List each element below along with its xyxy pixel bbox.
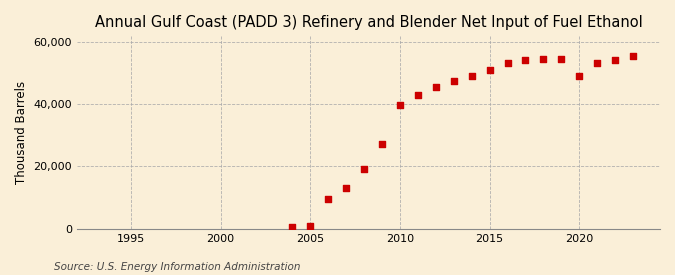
Point xyxy=(610,58,620,62)
Point xyxy=(287,225,298,230)
Point xyxy=(592,61,603,66)
Text: Source: U.S. Energy Information Administration: Source: U.S. Energy Information Administ… xyxy=(54,262,300,272)
Point xyxy=(520,58,531,62)
Point xyxy=(628,53,639,58)
Title: Annual Gulf Coast (PADD 3) Refinery and Blender Net Input of Fuel Ethanol: Annual Gulf Coast (PADD 3) Refinery and … xyxy=(95,15,643,30)
Y-axis label: Thousand Barrels: Thousand Barrels xyxy=(15,80,28,183)
Point xyxy=(377,142,387,147)
Point xyxy=(323,197,333,201)
Point xyxy=(538,57,549,61)
Point xyxy=(341,186,352,190)
Point xyxy=(412,92,423,97)
Point xyxy=(556,57,567,61)
Point xyxy=(574,74,585,78)
Point xyxy=(358,167,369,172)
Point xyxy=(305,224,316,229)
Point xyxy=(466,74,477,78)
Point xyxy=(448,78,459,83)
Point xyxy=(431,85,441,89)
Point xyxy=(502,61,513,66)
Point xyxy=(394,103,405,108)
Point xyxy=(484,67,495,72)
